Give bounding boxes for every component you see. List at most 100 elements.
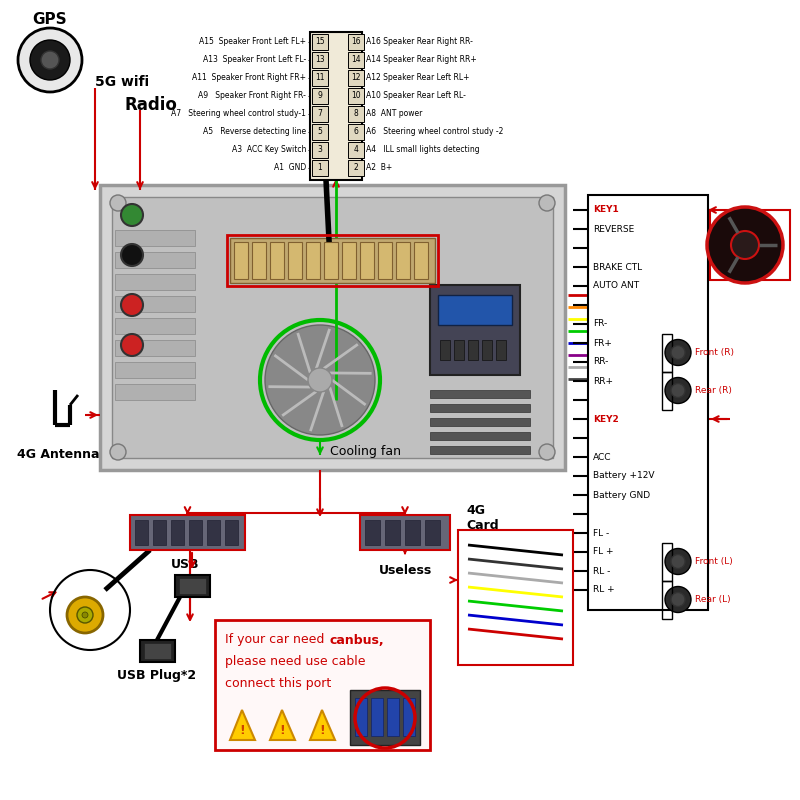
Bar: [348, 124, 364, 140]
Bar: [348, 88, 364, 104]
Text: RR-: RR-: [593, 358, 608, 366]
Bar: [360, 515, 450, 550]
Text: Useless: Useless: [378, 563, 432, 577]
Bar: [348, 70, 364, 86]
Bar: [348, 52, 364, 68]
Bar: [112, 197, 553, 458]
Polygon shape: [270, 710, 295, 740]
Text: FL +: FL +: [593, 547, 614, 557]
Circle shape: [665, 339, 691, 366]
Text: 3: 3: [318, 146, 322, 154]
Text: A5   Reverse detecting line: A5 Reverse detecting line: [203, 127, 306, 137]
Bar: [140, 640, 175, 662]
Text: A14 Speaker Rear Right RR+: A14 Speaker Rear Right RR+: [366, 55, 477, 65]
Text: Cooling fan: Cooling fan: [330, 446, 401, 458]
Bar: [378, 242, 392, 279]
Text: RL -: RL -: [593, 566, 610, 575]
Bar: [115, 296, 195, 312]
Text: A7   Steering wheel control study-1: A7 Steering wheel control study-1: [171, 110, 306, 118]
Bar: [662, 581, 672, 618]
Text: Rear (L): Rear (L): [695, 595, 730, 604]
Text: 12: 12: [351, 74, 361, 82]
Text: RR+: RR+: [593, 377, 613, 386]
Text: A16 Speaker Rear Right RR-: A16 Speaker Rear Right RR-: [366, 38, 473, 46]
Bar: [371, 698, 383, 736]
Text: USB Plug*2: USB Plug*2: [118, 669, 197, 682]
Bar: [430, 390, 530, 398]
Text: 14: 14: [351, 55, 361, 65]
Circle shape: [731, 231, 759, 259]
Text: 10: 10: [351, 91, 361, 101]
Circle shape: [308, 368, 332, 392]
Text: A3  ACC Key Switch: A3 ACC Key Switch: [232, 146, 306, 154]
Text: !: !: [239, 723, 245, 737]
Circle shape: [121, 294, 143, 316]
Bar: [115, 230, 195, 246]
Circle shape: [265, 325, 375, 435]
Text: A6   Steering wheel control study -2: A6 Steering wheel control study -2: [366, 127, 503, 137]
Text: A15  Speaker Front Left FL+: A15 Speaker Front Left FL+: [199, 38, 306, 46]
Circle shape: [671, 346, 685, 359]
Bar: [440, 340, 450, 360]
Text: 4G Antenna: 4G Antenna: [17, 448, 99, 461]
Circle shape: [665, 549, 691, 574]
Bar: [171, 520, 184, 545]
Text: A12 Speaker Rear Left RL+: A12 Speaker Rear Left RL+: [366, 74, 470, 82]
Bar: [270, 242, 284, 279]
Text: 8: 8: [354, 110, 358, 118]
Bar: [100, 185, 565, 470]
Bar: [454, 340, 464, 360]
Bar: [588, 195, 708, 610]
Bar: [414, 242, 428, 279]
Bar: [342, 242, 356, 279]
Bar: [324, 242, 338, 279]
Text: KEY1: KEY1: [593, 206, 618, 214]
Text: 9: 9: [318, 91, 322, 101]
Text: Battery GND: Battery GND: [593, 490, 650, 499]
Text: 4G
Card: 4G Card: [466, 504, 498, 532]
Text: AUTO ANT: AUTO ANT: [593, 282, 639, 290]
Text: If your car need: If your car need: [225, 634, 328, 646]
Circle shape: [30, 40, 70, 80]
Bar: [252, 242, 266, 279]
Text: !: !: [319, 723, 325, 737]
Bar: [115, 384, 195, 400]
Text: 7: 7: [318, 110, 322, 118]
Bar: [348, 106, 364, 122]
Text: RL +: RL +: [593, 586, 614, 594]
Bar: [312, 160, 328, 176]
Circle shape: [41, 51, 59, 69]
Bar: [215, 620, 430, 750]
Text: Radio: Radio: [125, 96, 178, 114]
Bar: [430, 418, 530, 426]
Bar: [387, 698, 399, 736]
Circle shape: [121, 204, 143, 226]
Bar: [430, 404, 530, 412]
Text: GPS: GPS: [33, 13, 67, 27]
Bar: [306, 242, 320, 279]
Circle shape: [82, 612, 88, 618]
Text: USB: USB: [170, 558, 199, 571]
Circle shape: [539, 195, 555, 211]
Circle shape: [121, 244, 143, 266]
Text: canbus,: canbus,: [330, 634, 385, 646]
Bar: [312, 142, 328, 158]
Bar: [396, 242, 410, 279]
Bar: [312, 124, 328, 140]
Polygon shape: [230, 710, 255, 740]
Bar: [310, 32, 362, 180]
Circle shape: [665, 378, 691, 403]
Bar: [130, 515, 245, 550]
Text: A11  Speaker Front Right FR+: A11 Speaker Front Right FR+: [192, 74, 306, 82]
Bar: [355, 698, 367, 736]
Bar: [482, 340, 492, 360]
Circle shape: [707, 207, 783, 283]
Bar: [710, 210, 790, 280]
Circle shape: [671, 593, 685, 606]
Text: Front (R): Front (R): [695, 348, 734, 357]
Bar: [312, 52, 328, 68]
Text: !: !: [279, 723, 285, 737]
Circle shape: [671, 554, 685, 569]
Bar: [458, 530, 573, 665]
Circle shape: [110, 444, 126, 460]
